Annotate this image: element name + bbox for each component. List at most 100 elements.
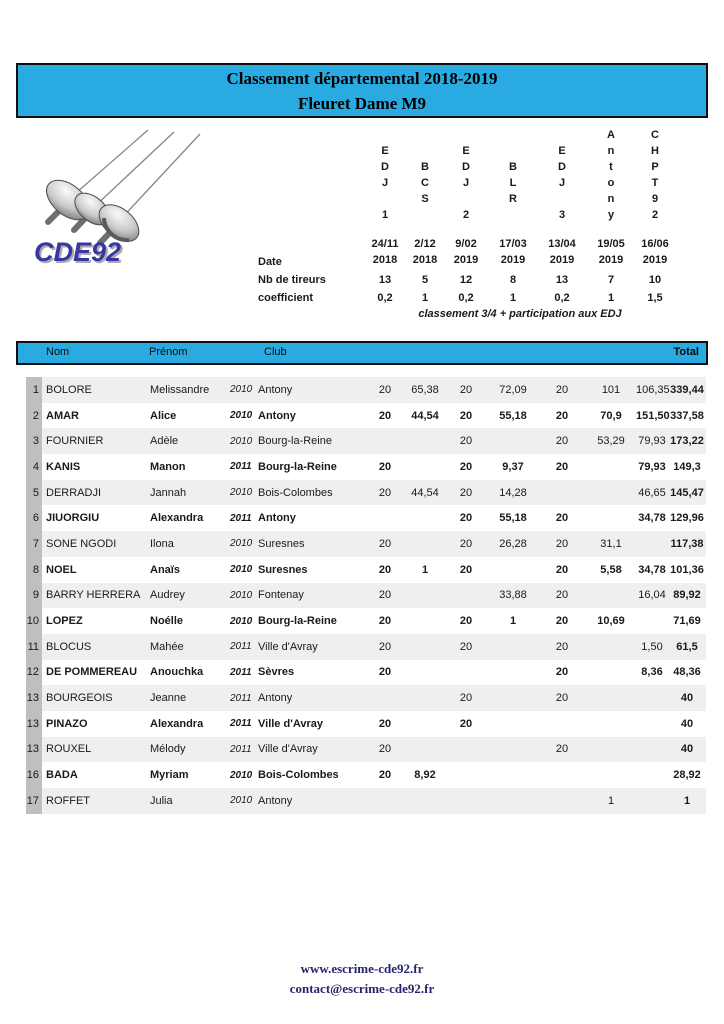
club-cell: Suresnes — [258, 537, 305, 550]
rank-cell: 10 — [26, 608, 42, 634]
title-line-1: Classement départemental 2018-2019 — [226, 69, 498, 88]
score-edj2: 20 — [459, 435, 473, 448]
prenom-cell: Ilona — [150, 537, 174, 550]
score-edj2: 20 — [459, 460, 473, 473]
competition-tireurs: 5 — [421, 274, 429, 286]
score-chpt92: 34,78 — [638, 563, 666, 576]
competition-code: B L R — [509, 161, 517, 205]
title-banner: Classement départemental 2018-2019 Fleur… — [16, 63, 708, 118]
score-blr: 72,09 — [499, 383, 527, 396]
score-chpt92: 79,93 — [638, 460, 666, 473]
score-blr: 26,28 — [499, 537, 527, 550]
nb-tireurs-label: Nb de tireurs — [258, 274, 326, 286]
table-row: 16 BADA Myriam 2010 Bois-Colombes 20 8,9… — [26, 762, 706, 788]
score-edj1: 20 — [378, 460, 392, 473]
table-row: 12 DE POMMEREAU Anouchka 2011 Sèvres 20 … — [26, 659, 706, 686]
nom-cell: BARRY HERRERA — [46, 589, 141, 602]
annee-cell: 2011 — [230, 692, 252, 704]
total-cell: 117,38 — [670, 537, 704, 550]
total-cell: 145,47 — [670, 486, 704, 499]
score-edj3: 20 — [555, 460, 569, 473]
total-cell: 129,96 — [670, 512, 704, 525]
annee-cell: 2010 — [230, 615, 253, 627]
rank-cell: 4 — [26, 454, 42, 480]
competition-code: C H P T 9 2 — [651, 129, 659, 221]
sword-guards-icon — [46, 179, 140, 243]
logo-text: CDE92 — [34, 237, 121, 267]
club-cell: Antony — [258, 409, 296, 422]
nom-cell: JIUORGIU — [46, 512, 100, 525]
competition-coeff: 1 — [421, 292, 429, 304]
total-cell: 28,92 — [673, 769, 701, 782]
total-cell: 61,5 — [676, 640, 698, 653]
club-cell: Fontenay — [258, 589, 304, 602]
score-blr: 9,37 — [502, 460, 524, 473]
score-chpt92: 8,36 — [641, 666, 663, 679]
total-cell: 48,36 — [673, 666, 701, 679]
competition-column: E D J 2 9/02 2019 12 0,2 — [442, 127, 490, 327]
footer-website: www.escrime-cde92.fr — [300, 961, 424, 976]
competition-date: 2/12 2018 — [412, 238, 438, 266]
rank-cell: 16 — [26, 762, 42, 788]
prenom-cell: Jannah — [150, 486, 187, 499]
prenom-cell: Anouchka — [150, 666, 204, 679]
competition-tireurs: 12 — [459, 274, 473, 286]
results-table: 1 BOLORE Melissandre 2010 Antony 20 65,3… — [26, 377, 706, 814]
rank-cell: 12 — [26, 659, 42, 686]
rank-cell: 7 — [26, 531, 42, 557]
table-row: 3 FOURNIER Adèle 2010 Bourg-la-Reine 20 … — [26, 428, 706, 455]
score-chpt92: 46,65 — [638, 486, 666, 499]
rank-cell: 5 — [26, 479, 42, 506]
score-edj1: 20 — [378, 666, 392, 679]
score-chpt92: 79,93 — [638, 435, 666, 448]
prenom-cell: Jeanne — [150, 692, 187, 705]
annee-cell: 2011 — [230, 743, 252, 755]
header-nom: Nom — [46, 346, 70, 358]
score-edj1: 20 — [378, 383, 392, 396]
competition-coeff: 0,2 — [458, 292, 474, 304]
competition-code: B C S — [421, 161, 429, 205]
score-edj3: 20 — [555, 640, 569, 653]
total-cell: 337,58 — [670, 409, 704, 422]
club-cell: Antony — [258, 794, 293, 807]
nom-cell: ROFFET — [46, 794, 90, 807]
score-edj1: 20 — [378, 717, 392, 730]
nom-cell: BOURGEOIS — [46, 692, 113, 705]
competition-coeff: 1 — [509, 292, 517, 304]
nom-cell: BLOCUS — [46, 640, 92, 653]
annee-cell: 2011 — [230, 512, 252, 524]
table-row: 7 SONE NGODI Ilona 2010 Suresnes 20 20 2… — [26, 531, 706, 557]
rank-cell: 13 — [26, 736, 42, 763]
total-cell: 1 — [683, 794, 691, 807]
header-total: Total — [673, 346, 699, 358]
rank-cell: 1 — [26, 377, 42, 403]
score-chpt92: 151,50 — [636, 409, 670, 422]
club-cell: Ville d'Avray — [258, 717, 323, 730]
total-cell: 40 — [680, 743, 694, 756]
table-row: 11 BLOCUS Mahée 2011 Ville d'Avray 20 20… — [26, 633, 706, 660]
table-row: 13 ROUXEL Mélody 2011 Ville d'Avray 20 2… — [26, 736, 706, 763]
score-bcs: 8,92 — [414, 769, 436, 782]
score-chpt92: 16,04 — [638, 589, 666, 602]
nom-cell: LOPEZ — [46, 615, 83, 628]
score-edj2: 20 — [459, 640, 473, 653]
competition-date: 9/02 2019 — [453, 238, 479, 266]
competition-column: E D J 3 13/04 2019 13 0,2 — [538, 127, 586, 327]
annee-cell: 2010 — [230, 435, 253, 447]
score-bcs: 44,54 — [411, 486, 439, 499]
competition-date: 24/11 2018 — [371, 238, 399, 266]
competition-tireurs: 10 — [648, 274, 662, 286]
score-edj3: 20 — [555, 615, 569, 628]
total-cell: 40 — [680, 717, 694, 730]
score-edj2: 20 — [459, 486, 473, 499]
score-edj3: 20 — [555, 537, 569, 550]
total-cell: 173,22 — [670, 435, 704, 448]
annee-cell: 2011 — [230, 718, 252, 730]
score-edj3: 20 — [555, 563, 569, 576]
competition-coeff: 1,5 — [647, 292, 663, 304]
score-antony: 5,58 — [600, 563, 622, 576]
club-cell: Antony — [258, 383, 293, 396]
competition-tireurs: 13 — [378, 274, 392, 286]
score-bcs: 1 — [421, 563, 429, 576]
